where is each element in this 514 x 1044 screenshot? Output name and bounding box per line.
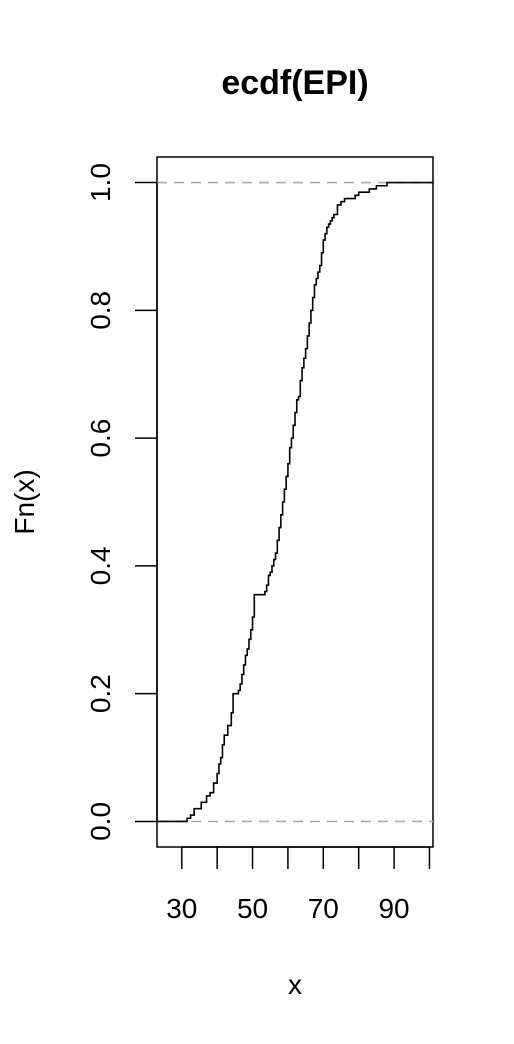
y-tick-label: 0.8: [85, 291, 116, 330]
y-axis: 0.0 0.2 0.4 0.6 0.8 1.0: [85, 163, 158, 841]
plot-frame: [156, 156, 434, 848]
x-tick-label: 90: [378, 893, 409, 924]
x-tick-label: 50: [237, 893, 268, 924]
x-tick-label: 70: [308, 893, 339, 924]
chart-title: ecdf(EPI): [221, 64, 368, 102]
x-axis: 30 50 70 90: [166, 846, 431, 924]
y-tick-label: 0.2: [85, 674, 116, 713]
y-tick-label: 0.4: [85, 546, 116, 585]
x-axis-label: x: [288, 969, 302, 1000]
y-tick-label: 1.0: [85, 163, 116, 202]
ecdf-step-line: [157, 181, 433, 823]
reference-lines: [157, 181, 433, 823]
x-tick-label: 30: [166, 893, 197, 924]
y-tick-label: 0.0: [85, 802, 116, 841]
y-axis-label: Fn(x): [9, 469, 40, 534]
y-tick-label: 0.6: [85, 419, 116, 458]
